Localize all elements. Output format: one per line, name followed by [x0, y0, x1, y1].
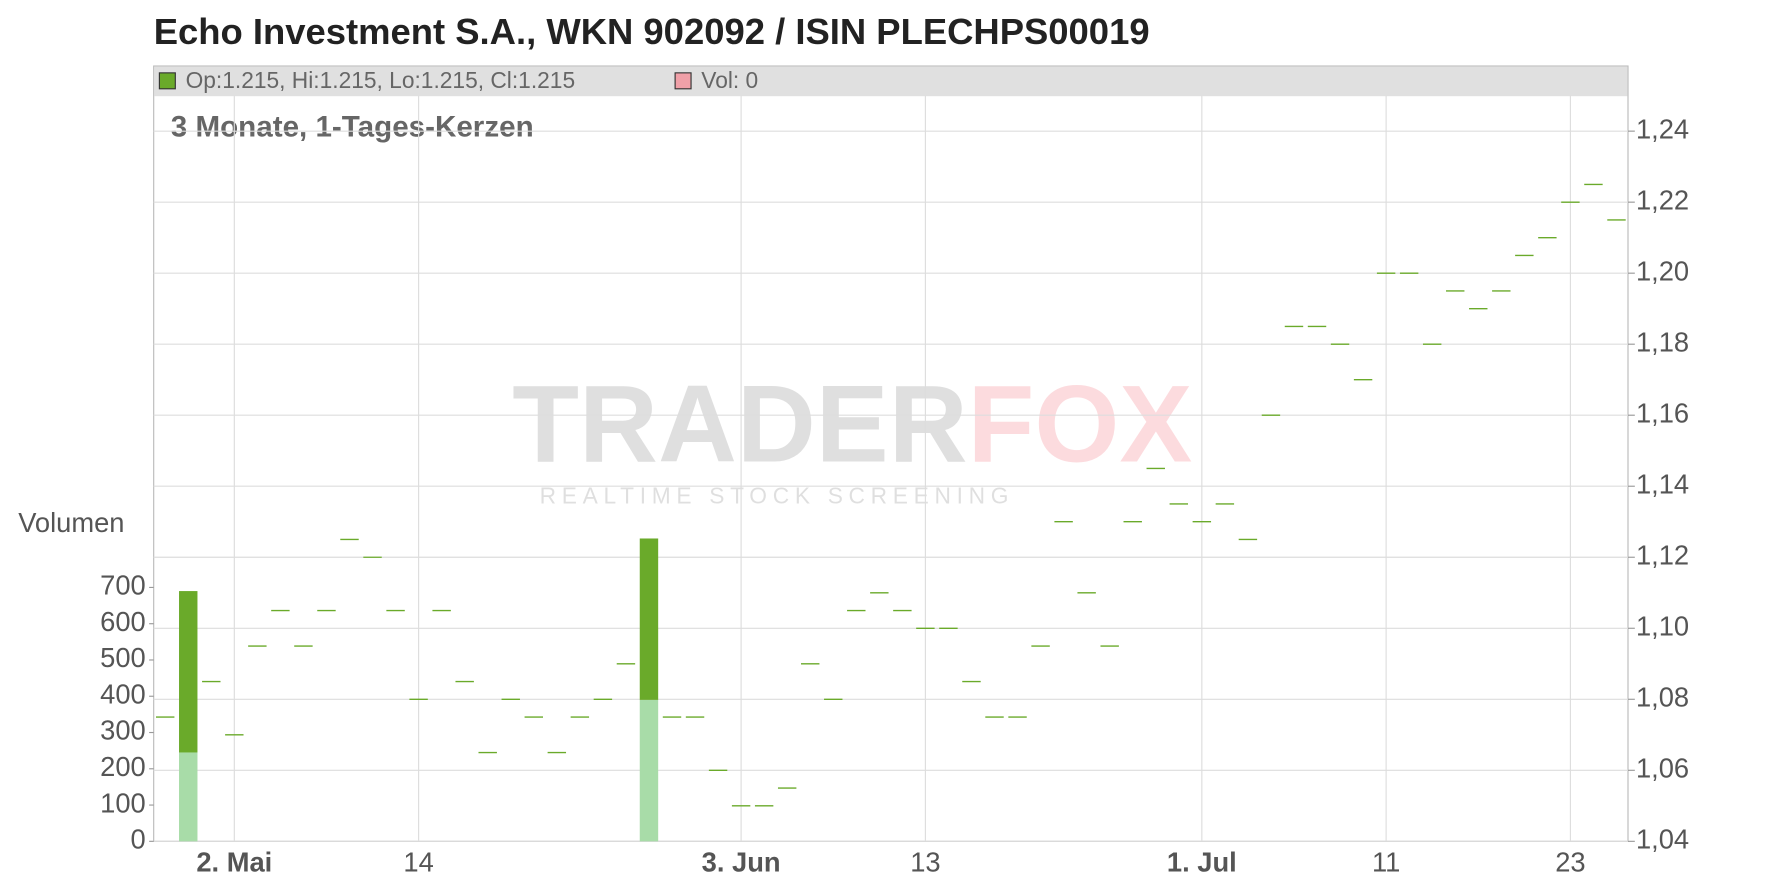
- volume-tick-label: 300: [100, 715, 146, 746]
- watermark-part: TRADER: [512, 363, 967, 485]
- volume-tick-label: 200: [100, 751, 146, 782]
- y-tick-label: 1,08: [1636, 682, 1689, 713]
- x-tick-label: 2. Mai: [196, 846, 272, 877]
- x-tick-label: 13: [910, 846, 940, 877]
- watermark-tagline: REALTIME STOCK SCREENING: [540, 483, 1015, 509]
- legend-swatch: [158, 72, 176, 90]
- volume-tick-label: 400: [100, 678, 146, 709]
- y-tick-label: 1,18: [1636, 326, 1689, 357]
- y-tick-label: 1,14: [1636, 468, 1689, 499]
- legend-swatch: [674, 72, 692, 90]
- x-tick-label: 11: [1372, 846, 1400, 877]
- volume-tick-label: 600: [100, 606, 146, 637]
- y-tick-label: 1,04: [1636, 824, 1689, 855]
- x-tick-label: 14: [403, 846, 433, 877]
- chart-title: Echo Investment S.A., WKN 902092 / ISIN …: [154, 11, 1150, 52]
- y-tick-label: 1,12: [1636, 539, 1689, 570]
- watermark-part: FOX: [968, 363, 1193, 485]
- y-tick-label: 1,06: [1636, 753, 1689, 784]
- volume-tick-label: 0: [131, 824, 146, 855]
- volume-bar: [639, 538, 659, 700]
- volume-label: Volumen: [18, 507, 124, 538]
- y-tick-label: 1,24: [1636, 113, 1689, 144]
- y-tick-label: 1,22: [1636, 184, 1689, 215]
- legend-label: Op:1.215, Hi:1.215, Lo:1.215, Cl:1.215: [186, 67, 576, 93]
- volume-tick-label: 500: [100, 642, 146, 673]
- subtitle: 3 Monate, 1-Tages-Kerzen: [171, 110, 534, 143]
- legend-label: Vol: 0: [701, 67, 758, 93]
- y-tick-label: 1,16: [1636, 397, 1689, 428]
- volume-bar: [179, 591, 198, 753]
- volume-bar: [639, 699, 659, 842]
- volume-tick-label: 700: [100, 570, 146, 601]
- y-tick-label: 1,10: [1636, 610, 1689, 641]
- plot-area: [153, 65, 1629, 842]
- legend-band: [154, 66, 1628, 97]
- volume-tick-label: 100: [100, 787, 146, 818]
- x-tick-label: 3. Jun: [702, 846, 781, 877]
- x-tick-label: 1. Jul: [1167, 846, 1237, 877]
- y-tick-label: 1,20: [1636, 255, 1689, 286]
- x-tick-label: 23: [1555, 846, 1585, 877]
- watermark: TRADERFOX: [512, 363, 1192, 485]
- volume-bar: [179, 752, 198, 842]
